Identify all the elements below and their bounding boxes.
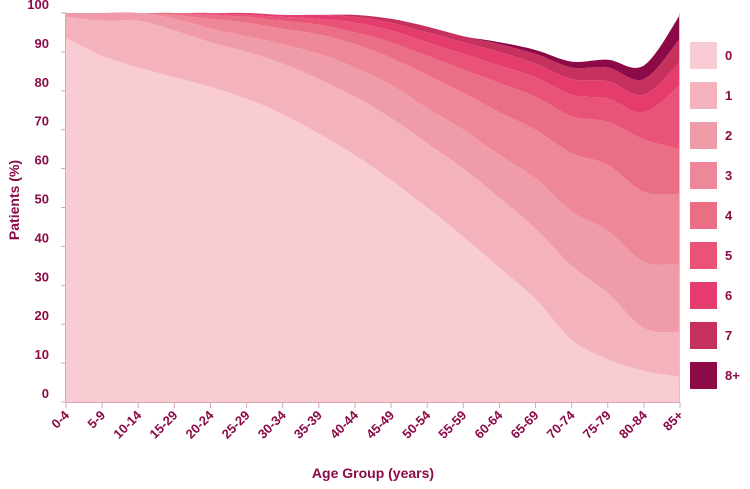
y-tick-label: 20 <box>35 308 49 323</box>
legend-label-6: 6 <box>725 288 732 303</box>
y-tick-label: 60 <box>35 153 49 168</box>
legend-label-7: 7 <box>725 328 732 343</box>
x-tick-label: 85+ <box>660 407 686 433</box>
x-tick-label: 10-14 <box>110 407 145 442</box>
x-tick-label: 15-29 <box>146 408 180 442</box>
x-tick-label: 50-54 <box>399 407 434 442</box>
legend-swatch-3 <box>690 162 717 189</box>
y-tick-label: 50 <box>35 192 49 207</box>
legend-label-5: 5 <box>725 248 732 263</box>
y-axis-title: Patients (%) <box>6 160 22 240</box>
y-tick-label: 10 <box>35 347 49 362</box>
x-tick-label: 80-84 <box>616 407 651 442</box>
legend-swatch-8+ <box>690 362 717 389</box>
legend-label-8+: 8+ <box>725 368 740 383</box>
x-tick-label: 40-44 <box>327 407 362 442</box>
x-tick-label: 65-69 <box>508 408 542 442</box>
legend-swatch-6 <box>690 282 717 309</box>
x-tick-label: 30-34 <box>255 407 290 442</box>
area-series-3 <box>66 12 680 265</box>
x-axis-title: Age Group (years) <box>312 465 434 481</box>
y-tick-label: 40 <box>35 230 49 245</box>
legend: 0 1 2 3 4 5 6 7 8+ <box>690 42 740 389</box>
y-tick-label: 100 <box>27 0 49 12</box>
y-tick-label: 90 <box>35 36 49 51</box>
legend-label-3: 3 <box>725 168 732 183</box>
area-series-6 <box>66 12 680 113</box>
area-series-2 <box>66 12 680 333</box>
legend-swatch-7 <box>690 322 717 349</box>
y-tick-label: 80 <box>35 75 49 90</box>
legend-label-1: 1 <box>725 88 732 103</box>
legend-label-2: 2 <box>725 128 732 143</box>
x-tick-label: 35-39 <box>291 408 325 442</box>
x-tick-label: 60-64 <box>471 407 506 442</box>
x-tick-label: 55-59 <box>435 408 469 442</box>
y-tick-label: 0 <box>42 386 49 401</box>
x-tick-label: 75-79 <box>580 408 614 442</box>
y-tick-label: 70 <box>35 114 49 129</box>
x-tick-label: 70-74 <box>544 407 579 442</box>
y-tick-label: 30 <box>35 269 49 284</box>
area-series-1 <box>66 16 680 377</box>
x-tick-label: 20-24 <box>182 407 217 442</box>
plot-areas <box>66 12 680 403</box>
legend-label-0: 0 <box>725 48 732 63</box>
legend-swatch-5 <box>690 242 717 269</box>
legend-swatch-1 <box>690 82 717 109</box>
legend-swatch-0 <box>690 42 717 69</box>
area-series-4 <box>66 12 680 195</box>
x-tick-label: 25-29 <box>219 408 253 442</box>
area-series-0 <box>66 38 680 403</box>
legend-label-4: 4 <box>725 208 733 223</box>
x-tick-label: 45-49 <box>363 408 397 442</box>
legend-swatch-4 <box>690 202 717 229</box>
x-tick-label: 5-9 <box>84 408 108 432</box>
x-tick-label: 0-4 <box>48 407 72 431</box>
legend-swatch-2 <box>690 122 717 149</box>
